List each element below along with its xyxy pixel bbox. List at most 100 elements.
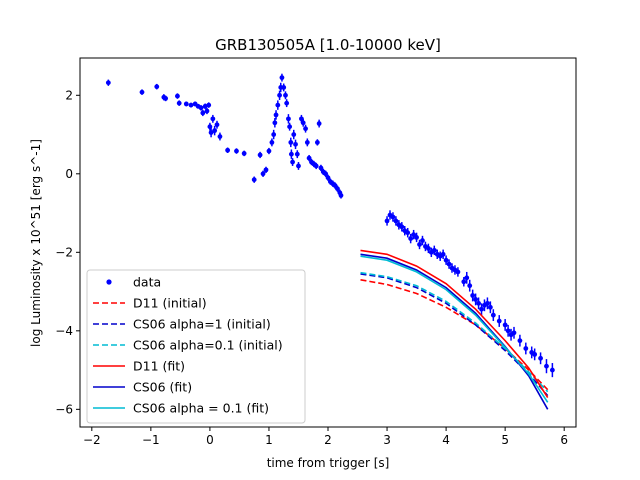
data-point (291, 129, 297, 140)
y-tick-label: 0 (65, 167, 73, 181)
data-point (523, 342, 529, 355)
data-point (287, 122, 293, 131)
axes: −2 −1 0 1 2 3 4 5 6 −6 −4 −2 0 2 (55, 57, 577, 447)
data-point (485, 297, 490, 310)
data-point (417, 239, 422, 250)
svg-text:CS06 alpha=0.1 (initial): CS06 alpha=0.1 (initial) (133, 338, 283, 353)
svg-text:D11 (fit): D11 (fit) (133, 359, 185, 374)
data-point (549, 363, 555, 378)
legend: data D11 (initial) CS06 alpha=1 (initial) C… (86, 269, 306, 424)
data-point (303, 124, 308, 133)
data-point (154, 83, 160, 90)
data-point (440, 249, 446, 259)
data-point (163, 95, 169, 102)
data-point (338, 192, 344, 199)
data-point (393, 216, 399, 226)
y-tick-label: −2 (55, 245, 73, 259)
data-point (461, 277, 467, 287)
data-point (408, 233, 414, 244)
data-point (420, 235, 425, 246)
x-tick-label: 5 (501, 433, 509, 447)
legend-entry: D11 (initial) (93, 296, 207, 311)
curve-cs06-alpha-0-1-initial (360, 271, 549, 393)
data-point (390, 212, 396, 222)
data-point (476, 297, 481, 310)
data-point (204, 107, 210, 115)
data-point (286, 114, 291, 124)
y-tick-label: −6 (55, 402, 73, 416)
curve-cs06-alpha-0-1-fit (360, 255, 549, 403)
legend-entry: CS06 alpha=1 (initial) (93, 317, 271, 332)
data-point (288, 137, 294, 148)
y-tick-label: −4 (55, 324, 73, 338)
svg-text:CS06 alpha=1 (initial): CS06 alpha=1 (initial) (133, 317, 271, 332)
data-point (198, 105, 204, 111)
data-point (446, 259, 452, 269)
data-point (316, 119, 322, 128)
data-point (206, 102, 212, 108)
data-point (414, 232, 419, 243)
data-point (251, 176, 257, 183)
x-tick-label: −2 (83, 433, 101, 447)
data-point (323, 170, 329, 177)
curve-d11-fit (360, 249, 549, 399)
data-point (473, 293, 479, 306)
plot-area (105, 73, 555, 410)
data-point (241, 150, 247, 157)
data-point (538, 352, 543, 365)
svg-text:CS06 (fit): CS06 (fit) (133, 380, 192, 395)
data-point (188, 102, 194, 108)
data-point (293, 139, 298, 150)
data-point (300, 118, 306, 127)
x-tick-label: 6 (560, 433, 568, 447)
data-point (304, 138, 310, 147)
legend-box (86, 269, 306, 424)
svg-text:data: data (133, 275, 161, 290)
data-point (273, 110, 279, 120)
data-point (290, 158, 295, 166)
data-point (335, 185, 340, 192)
legend-entry: D11 (fit) (93, 359, 185, 374)
x-tick-label: 1 (265, 433, 273, 447)
x-tick-label: 4 (442, 433, 450, 447)
data-point (271, 129, 277, 140)
data-point (470, 289, 476, 302)
legend-entry: CS06 (fit) (93, 380, 192, 395)
data-point (281, 83, 287, 92)
data-point (200, 109, 206, 117)
data-point (544, 359, 549, 374)
data-point (532, 348, 538, 361)
data-point (467, 279, 473, 292)
data-point (214, 120, 220, 129)
curve-d11-initial (360, 279, 549, 391)
data-point (283, 91, 288, 100)
x-tick-label: 2 (324, 433, 332, 447)
data-point (257, 151, 263, 159)
data-point (496, 315, 502, 327)
legend-entry: data (106, 275, 161, 290)
y-axis-label: log Luminosity x 10^51 [erg s^-1] (29, 139, 43, 347)
data-point (272, 118, 278, 128)
data-point (269, 138, 275, 147)
legend-entry: CS06 alpha = 0.1 (fit) (93, 401, 269, 416)
data-point (183, 101, 189, 107)
data-point (175, 93, 180, 99)
data-point (260, 170, 266, 177)
data-point (105, 79, 111, 86)
data-point (490, 309, 496, 322)
data-point (208, 127, 214, 138)
data-point (296, 162, 301, 170)
data-point (313, 162, 319, 170)
data-point (314, 139, 320, 146)
data-point (502, 319, 508, 331)
data-point (217, 132, 223, 141)
svg-text:CS06 alpha = 0.1 (fit): CS06 alpha = 0.1 (fit) (133, 401, 269, 416)
data-point (275, 100, 281, 110)
chart-title: GRB130505A [1.0-10000 keV] (215, 36, 441, 54)
data-point (464, 271, 470, 284)
data-point (277, 90, 282, 101)
data-point (225, 147, 231, 153)
data-point (325, 174, 331, 181)
data-point (139, 89, 145, 95)
data-point (306, 154, 312, 162)
